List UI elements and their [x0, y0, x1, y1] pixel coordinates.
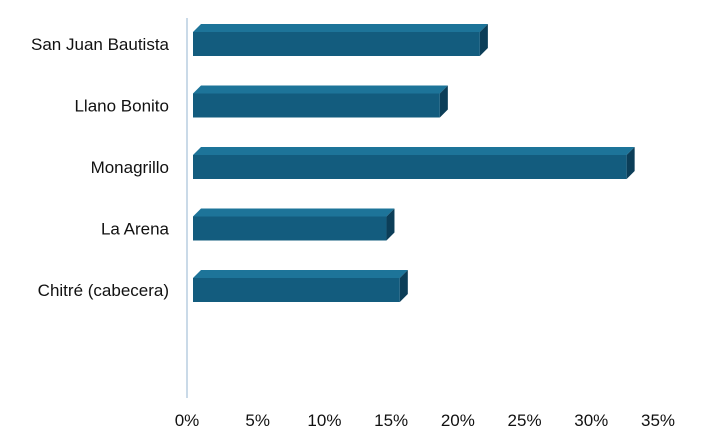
x-tick-labels-group: 0% 5% 10% 15% 20% 25% 30% 35% — [175, 411, 675, 430]
x-tick-label: 5% — [245, 411, 270, 430]
x-tick-label: 0% — [175, 411, 200, 430]
category-label: Chitré (cabecera) — [38, 281, 169, 300]
bar-5 — [193, 270, 408, 302]
bar-top-face — [193, 24, 488, 32]
bar-top-face — [193, 147, 635, 155]
bar-2 — [193, 85, 448, 118]
x-tick-label: 20% — [441, 411, 475, 430]
category-label: San Juan Bautista — [31, 35, 170, 54]
bar-front-face — [193, 155, 627, 179]
bar-3 — [193, 147, 635, 179]
bar-side-face — [626, 147, 635, 179]
x-tick-label: 15% — [374, 411, 408, 430]
bar-front-face — [193, 216, 387, 241]
bar-top-face — [193, 270, 408, 278]
x-tick-label: 25% — [508, 411, 542, 430]
bar-side-face — [479, 24, 488, 56]
bar-front-face — [193, 93, 440, 118]
category-label: Llano Bonito — [74, 97, 169, 116]
x-tick-label: 10% — [307, 411, 341, 430]
bar-top-face — [193, 208, 395, 217]
category-label: Monagrillo — [91, 158, 169, 177]
bar-top-face — [193, 85, 448, 94]
bar-side-face — [399, 270, 408, 302]
x-tick-label: 35% — [641, 411, 675, 430]
category-label: La Arena — [101, 220, 170, 239]
bars-group — [193, 24, 635, 302]
bar-1 — [193, 24, 488, 56]
bar-4 — [193, 208, 395, 241]
bar-front-face — [193, 278, 400, 302]
category-labels-group: San Juan Bautista Llano Bonito Monagrillo L… — [31, 35, 170, 300]
x-tick-label: 30% — [574, 411, 608, 430]
bar-side-face — [386, 208, 395, 241]
bar-front-face — [193, 32, 480, 56]
bar-side-face — [439, 85, 448, 118]
